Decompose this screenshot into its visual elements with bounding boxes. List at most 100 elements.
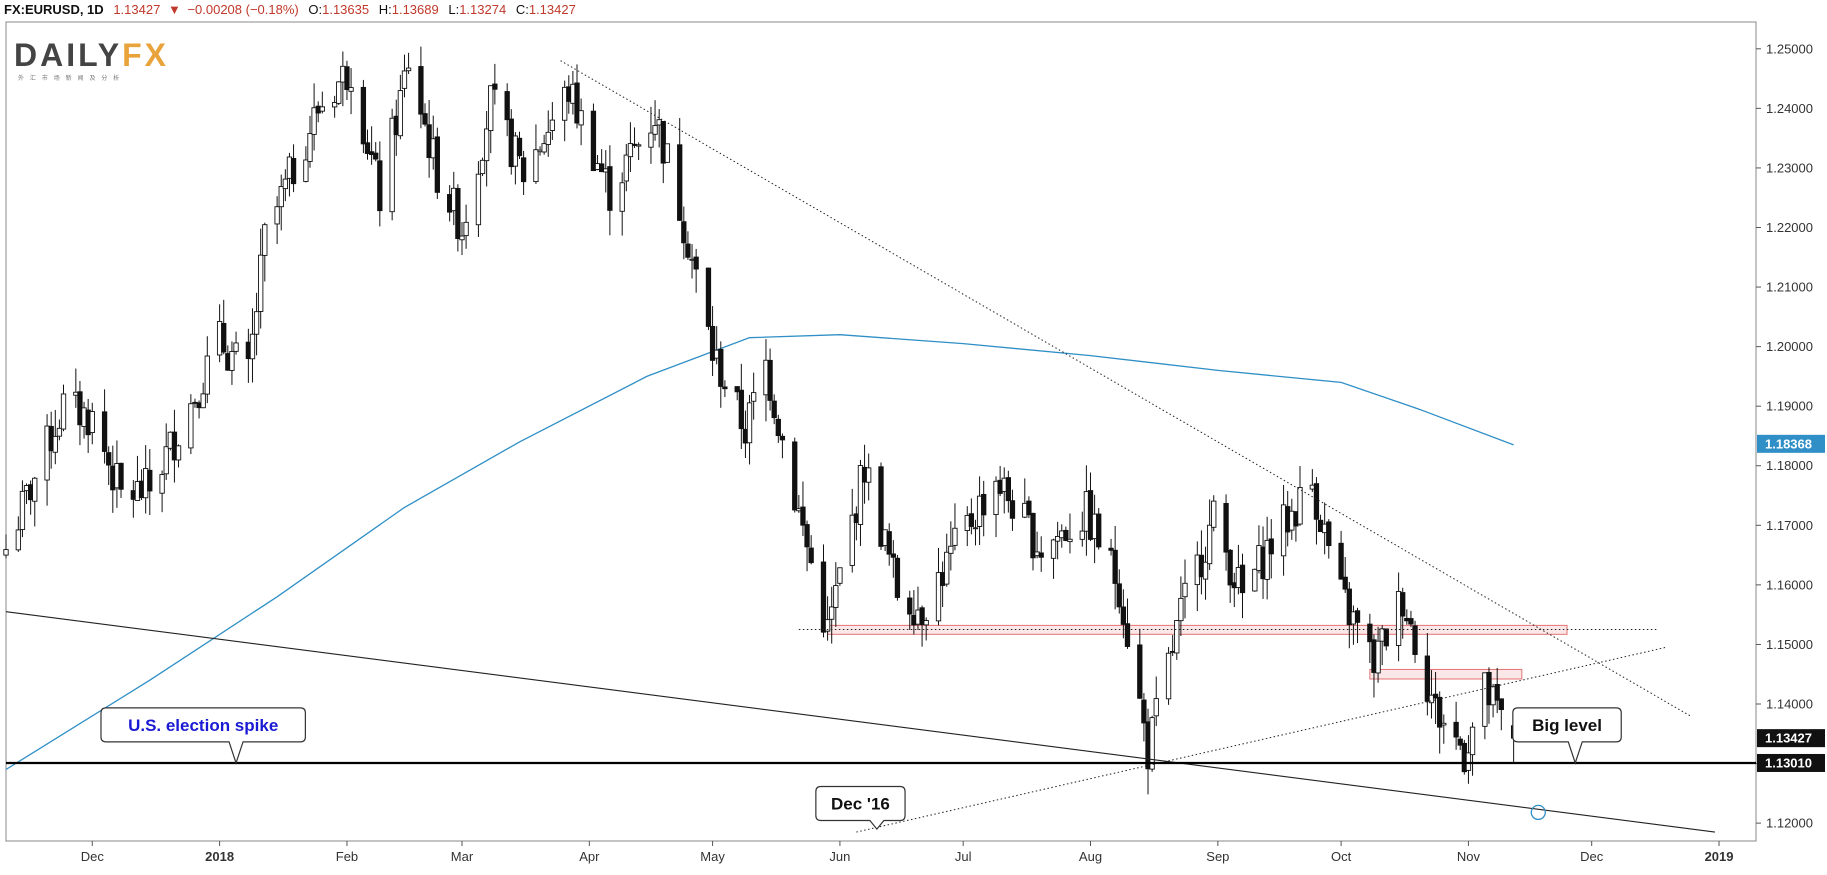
candle-body — [948, 545, 954, 554]
candle-body — [1453, 721, 1459, 738]
candle-body — [1400, 592, 1406, 617]
candle-body — [972, 527, 979, 530]
candle-body — [331, 102, 338, 108]
header-high-label: H: — [379, 2, 392, 17]
candle-body — [221, 323, 227, 353]
candle-body — [303, 159, 309, 182]
candle-body — [175, 445, 182, 461]
downtrend-upper — [560, 60, 1691, 717]
candle-body — [360, 86, 367, 145]
candle-body — [1174, 620, 1180, 654]
candle-body — [101, 411, 108, 452]
candle-body — [599, 163, 605, 173]
candle-body — [545, 131, 551, 145]
candle-body — [857, 465, 864, 525]
header-low: 1.13274 — [459, 2, 506, 17]
candle-body — [1038, 552, 1044, 558]
down-arrow-icon: ▼ — [168, 2, 181, 17]
candle-body — [32, 477, 38, 502]
candle-body — [89, 411, 95, 433]
zones-layer — [827, 624, 1568, 680]
candle-body — [607, 166, 613, 211]
candle-body — [693, 256, 699, 270]
candle-body — [60, 393, 67, 430]
candle-body — [1342, 576, 1348, 590]
lines-layer — [5, 60, 1756, 833]
candles-layer — [3, 46, 1517, 795]
candle-body — [574, 82, 580, 124]
x-tick-label: Jun — [829, 849, 850, 864]
callout-text: Dec '16 — [831, 794, 890, 813]
candle-body — [779, 435, 786, 441]
y-tick-label: 1.25000 — [1766, 41, 1813, 56]
candle-body — [824, 619, 831, 632]
header-close: 1.13427 — [529, 2, 576, 17]
candle-body — [1395, 591, 1402, 646]
candle-body — [1424, 655, 1431, 702]
candle-body — [1432, 693, 1439, 699]
candle-body — [1063, 529, 1069, 541]
candle-body — [1494, 683, 1500, 701]
callout-text: Big level — [1532, 716, 1602, 735]
candle-body — [722, 386, 728, 390]
candle-body — [1096, 513, 1102, 548]
header-close-label: C: — [516, 2, 529, 17]
candle-body — [434, 136, 440, 193]
candle-body — [660, 120, 666, 164]
x-tick-label: 2018 — [205, 849, 234, 864]
candle-body — [1124, 623, 1131, 647]
header-line: FX:EURUSD, 1D 1.13427 ▼ −0.00208 (−0.18%… — [4, 2, 576, 17]
candle-body — [307, 133, 313, 162]
candle-body — [336, 81, 342, 104]
candle-body — [677, 144, 683, 221]
candle-body — [771, 400, 777, 419]
plot-frame — [5, 21, 1757, 842]
candle-body — [488, 85, 494, 132]
logo-tagline: 外 汇 市 场 新 闻 及 分 析 — [18, 74, 121, 82]
candle-body — [685, 243, 691, 258]
candle-body — [52, 435, 58, 453]
y-tick-label: 1.17000 — [1766, 518, 1813, 533]
candle-body — [894, 557, 901, 598]
price-label-box — [1757, 753, 1825, 772]
candle-body — [709, 325, 716, 361]
candle-body — [1165, 652, 1172, 700]
candle-body — [492, 83, 498, 90]
callouts-layer: U.S. election spike Dec '16 Big level — [100, 707, 1622, 831]
candle-body — [890, 553, 896, 558]
x-tick-label: Feb — [336, 849, 358, 864]
candle-body — [578, 110, 584, 126]
candle-body — [705, 267, 712, 327]
candle-body — [262, 224, 268, 256]
candle-body — [935, 572, 942, 622]
header-change: −0.00208 (−0.18%) — [187, 2, 298, 17]
header-low-label: L: — [448, 2, 459, 17]
y-tick-label: 1.23000 — [1766, 160, 1813, 175]
candle-body — [1268, 538, 1274, 555]
candle-body — [648, 132, 654, 148]
candle-body — [1149, 717, 1155, 770]
candle-body — [734, 386, 740, 393]
candle-body — [820, 561, 827, 633]
candle-body — [229, 351, 235, 371]
candle-body — [188, 403, 194, 449]
candle-body — [311, 107, 317, 135]
candle-body — [1030, 512, 1036, 559]
candle-body — [389, 117, 395, 213]
candle-body — [377, 160, 383, 212]
x-tick-label: May — [700, 849, 725, 864]
price-label-text: 1.13010 — [1765, 755, 1812, 770]
candle-body — [319, 106, 325, 112]
candle-body — [1338, 542, 1344, 580]
y-tick-label: 1.16000 — [1766, 577, 1813, 592]
candle-body — [1005, 477, 1011, 502]
candle-body — [1239, 564, 1246, 594]
candle-body — [800, 506, 806, 526]
price-label-text: 1.18368 — [1765, 436, 1812, 451]
candle-body — [1211, 500, 1217, 528]
candle-body — [249, 333, 256, 360]
candle-body — [1428, 694, 1435, 704]
candle-body — [627, 143, 634, 158]
svg-text:DAILYFX: DAILYFX — [14, 37, 169, 73]
